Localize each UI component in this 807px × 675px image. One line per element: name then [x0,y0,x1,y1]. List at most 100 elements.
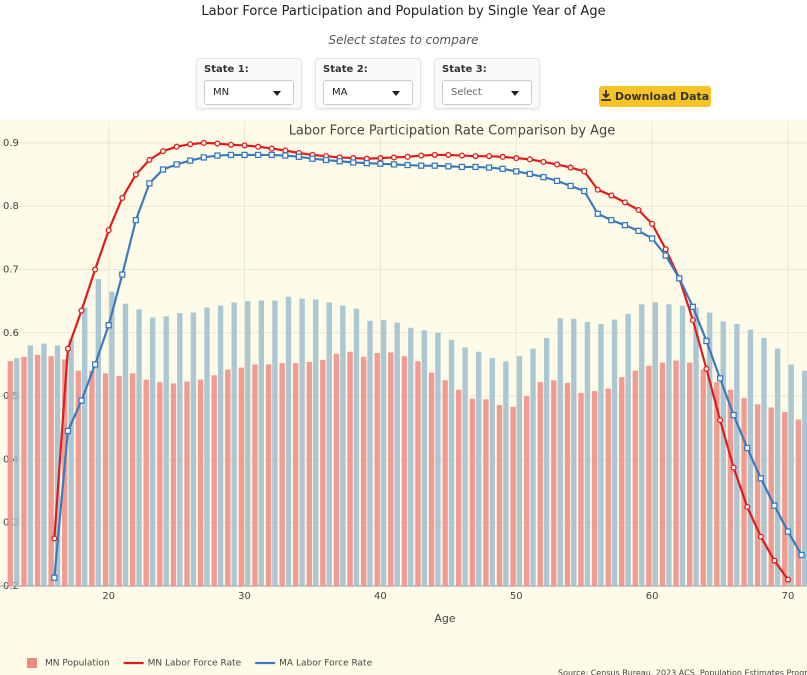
bar [279,363,285,586]
marker [390,154,398,161]
bar [217,305,224,586]
bar [537,382,543,586]
legend-swatch [27,658,37,668]
bar [109,291,115,586]
marker [553,161,561,168]
bar [54,345,61,586]
bar [571,318,577,586]
bar [89,370,95,586]
download-button[interactable]: Download Data [599,86,711,107]
bar [41,343,47,586]
bar [360,356,367,586]
bar [802,370,807,586]
marker [187,141,194,148]
marker [350,159,357,166]
bar [428,372,435,586]
marker [146,180,153,187]
marker [784,576,792,583]
bar [34,354,41,586]
bar [774,348,781,586]
marker [730,411,737,419]
marker [418,162,425,169]
marker [689,303,697,310]
marker [499,165,506,172]
bar [686,362,693,586]
bar [557,318,563,586]
x-tick-label: 20 [102,591,115,602]
marker [458,163,466,171]
state-label: State 3: [442,64,487,75]
marker [255,143,262,150]
y-tick-label: 0.8 [3,201,19,212]
bar [788,364,794,586]
marker [322,156,330,164]
marker [513,168,520,175]
bar [238,367,245,586]
bar [666,304,672,586]
marker [78,307,85,314]
bar [625,313,631,586]
marker [458,152,465,159]
state-card: State 3: Select [434,58,540,109]
marker [119,271,126,278]
marker [119,194,126,202]
bar [734,323,740,586]
bar [204,307,210,586]
marker [51,535,58,542]
bar [21,356,27,586]
bar [652,302,659,586]
bar [353,308,360,586]
bar [611,319,618,586]
state-select[interactable]: Select [442,80,532,105]
marker [676,275,683,282]
marker [254,151,262,159]
marker [105,322,112,329]
bar [292,363,299,586]
bar [394,322,400,586]
bar [489,358,495,586]
marker [608,192,615,199]
bar [380,320,387,586]
marker [649,220,656,227]
marker [472,153,479,160]
source-note: Source: Census Bureau, 2023 ACS, Populat… [558,669,807,675]
marker [717,417,724,424]
state-select[interactable]: MN [204,80,294,105]
bar [646,365,652,586]
bar [693,307,699,586]
marker [744,503,751,510]
marker [703,365,710,372]
x-axis-label: Age [434,612,456,625]
marker [227,141,235,148]
marker [268,145,275,152]
marker [744,444,751,452]
marker [540,173,547,181]
bar [163,316,169,586]
bar [551,380,557,586]
state-card: State 1: MN [196,58,302,109]
page-title: Labor Force Participation and Population… [201,4,606,19]
marker [404,153,411,160]
marker [132,171,139,178]
bar [129,373,136,586]
bar [177,313,183,586]
marker [431,151,438,158]
marker [78,397,85,404]
bar [673,360,679,586]
marker [159,166,167,173]
marker [200,154,207,161]
bar [7,361,14,586]
bar [326,302,332,586]
marker [377,160,384,167]
bar [14,358,20,586]
marker [499,153,506,160]
x-tick-label: 40 [374,591,387,602]
bar [754,404,761,586]
marker [404,161,411,169]
state-select[interactable]: MA [323,80,413,105]
bar [340,305,346,586]
bar [408,327,414,586]
bar [530,348,536,586]
marker [214,140,221,147]
bar [456,389,462,586]
